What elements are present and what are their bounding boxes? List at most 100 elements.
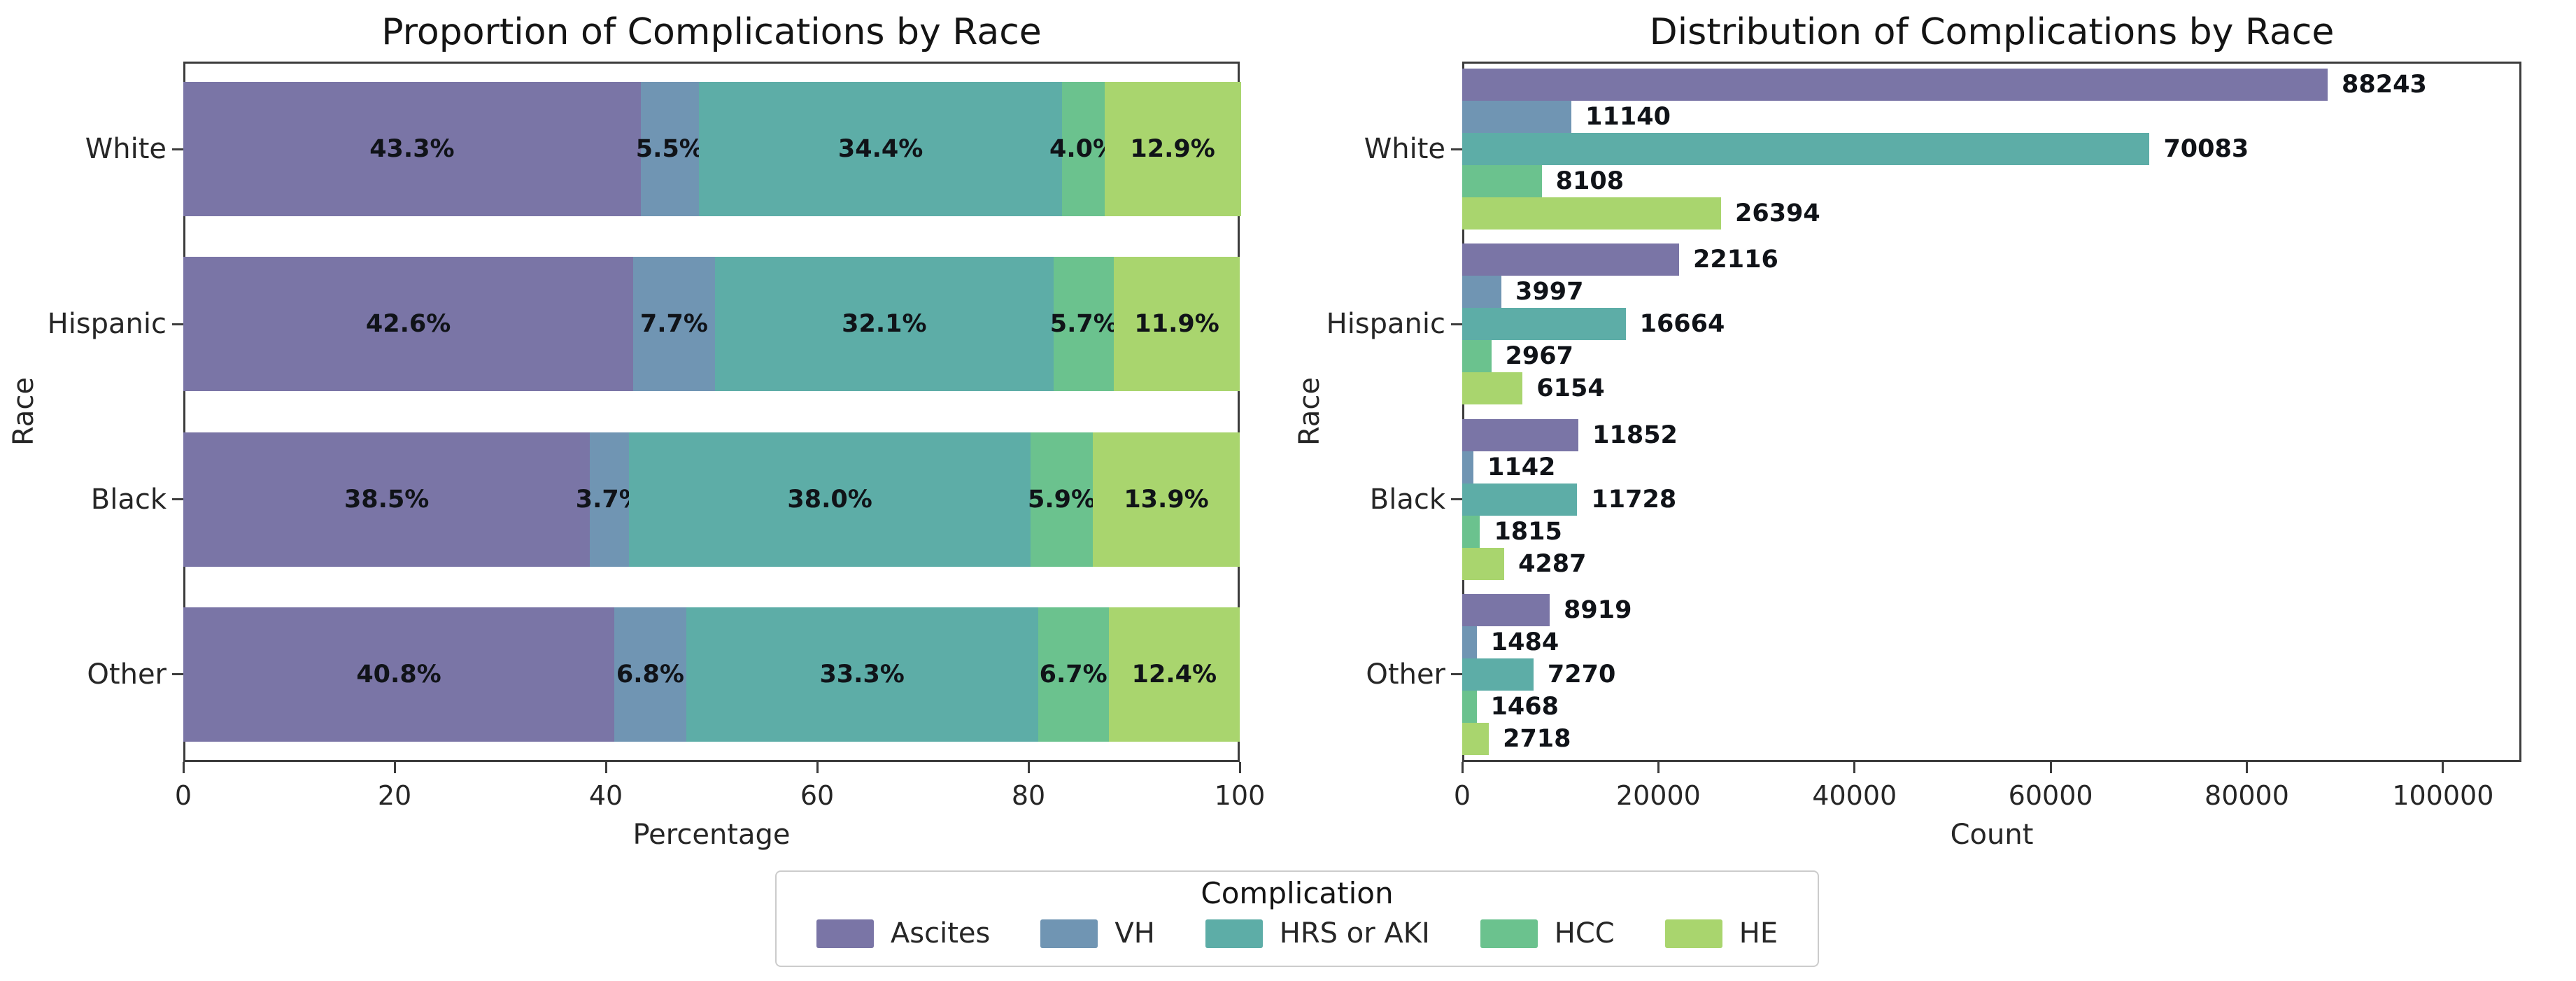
y-tick-mark [172,148,183,150]
legend-entry-hrs-or-aki: HRS or AKI [1205,917,1430,950]
legend-entry-label: HE [1739,917,1778,950]
y-tick-label: Other [1366,658,1445,691]
count-label: 1484 [1490,628,1559,656]
x-tick-label: 100000 [2392,780,2494,811]
stacked-bar-segment-he [1093,432,1240,567]
percentage-label: 7.7% [639,310,708,339]
y-tick-mark [172,323,183,325]
grouped-bar-ascites [1462,418,1579,451]
grouped-bar-vh [1462,626,1477,658]
count-label: 3997 [1515,278,1584,306]
grouped-bar-hrs-or-aki [1462,483,1578,516]
stacked-bar-segment-ascites [183,82,641,217]
percentage-label: 12.4% [1131,660,1217,689]
grouped-bar-hcc [1462,515,1480,548]
stacked-bar-segment-hrs-or-aki [698,82,1063,217]
x-tick-label: 20 [377,780,412,811]
legend-swatch-icon [1205,919,1263,948]
x-tick-label: 0 [1453,780,1471,811]
stacked-bar-segment-ascites [183,432,590,567]
x-tick-label: 40 [588,780,623,811]
legend-entry-label: HCC [1554,917,1615,950]
y-tick-mark [172,673,183,676]
stacked-bar-segment-vh [640,82,699,217]
x-tick-mark [816,762,819,773]
grouped-bar-hcc [1462,340,1492,373]
x-tick-label: 80 [1011,780,1046,811]
y-tick-label: Black [90,483,167,516]
percentage-label: 12.9% [1130,135,1215,164]
y-tick-label: White [1364,133,1445,166]
count-label: 8108 [1555,167,1625,196]
x-tick-mark [2245,762,2248,773]
right-chart-title: Distribution of Complications by Race [1649,11,2335,53]
grouped-bar-vh [1462,276,1502,309]
count-label: 22116 [1693,246,1778,274]
grouped-bar-vh [1462,101,1572,134]
percentage-label: 5.7% [1049,310,1118,339]
count-label: 1468 [1490,692,1559,721]
x-tick-mark [1461,762,1464,773]
percentage-label: 32.1% [842,310,927,339]
grouped-bar-ascites [1462,69,2328,101]
count-label: 88243 [2342,71,2427,99]
legend-swatch-icon [1480,919,1538,948]
y-tick-label: Black [1369,483,1445,516]
stacked-bar-segment-vh [614,607,686,742]
x-tick-mark [2049,762,2052,773]
legend-entry-label: Ascites [890,917,991,950]
grouped-bar-hcc [1462,165,1542,198]
x-tick-mark [2442,762,2444,773]
percentage-label: 5.9% [1028,485,1096,514]
stacked-bar-segment-ascites [183,257,634,392]
percentage-label: 13.9% [1124,485,1209,514]
grouped-bar-hrs-or-aki [1462,658,1534,691]
right-chart-xlabel: Count [1950,819,2034,851]
x-tick-label: 20000 [1615,780,1701,811]
count-label: 4287 [1518,549,1587,578]
percentage-label: 5.5% [635,135,704,164]
y-tick-mark [1451,498,1462,501]
stacked-bar-segment-he [1114,257,1240,392]
percentage-label: 11.9% [1134,310,1219,339]
count-label: 26394 [1735,199,1820,228]
count-label: 1815 [1494,517,1562,546]
count-label: 2718 [1503,724,1571,753]
legend-swatch-icon [816,919,874,948]
grouped-bar-hcc [1462,690,1477,723]
stacked-bar-segment-hcc [1031,432,1094,567]
y-tick-label: White [85,133,167,166]
x-tick-label: 60 [800,780,835,811]
count-label: 11852 [1592,421,1678,449]
legend-entry-label: HRS or AKI [1279,917,1430,950]
left-chart-xlabel: Percentage [632,819,791,851]
percentage-label: 38.5% [344,485,430,514]
grouped-bar-ascites [1462,244,1680,276]
x-tick-label: 40000 [1812,780,1897,811]
percentage-label: 6.7% [1039,660,1107,689]
count-label: 6154 [1536,374,1605,403]
grouped-bar-he [1462,197,1721,230]
x-tick-mark [604,762,607,773]
grouped-bar-vh [1462,451,1473,484]
percentage-label: 40.8% [356,660,441,689]
stacked-bar-segment-hcc [1038,607,1109,742]
y-tick-label: Hispanic [1326,308,1445,341]
stacked-bar-segment-vh [590,432,630,567]
percentage-label: 33.3% [819,660,905,689]
stacked-bar-segment-vh [633,257,715,392]
x-tick-label: 100 [1214,780,1266,811]
count-label: 11140 [1585,103,1671,132]
grouped-bar-he [1462,547,1505,580]
grouped-bar-hrs-or-aki [1462,308,1626,341]
stacked-bar-segment-hrs-or-aki [714,257,1054,392]
x-tick-label: 0 [174,780,192,811]
legend: Complication Ascites VH HRS or AKI HCC HE [775,870,1819,967]
count-label: 8919 [1564,595,1632,624]
legend-entry-label: VH [1114,917,1155,950]
legend-entry-ascites: Ascites [816,917,990,950]
legend-items: Ascites VH HRS or AKI HCC HE [777,917,1818,950]
count-label: 11728 [1591,485,1677,514]
legend-swatch-icon [1664,919,1722,948]
